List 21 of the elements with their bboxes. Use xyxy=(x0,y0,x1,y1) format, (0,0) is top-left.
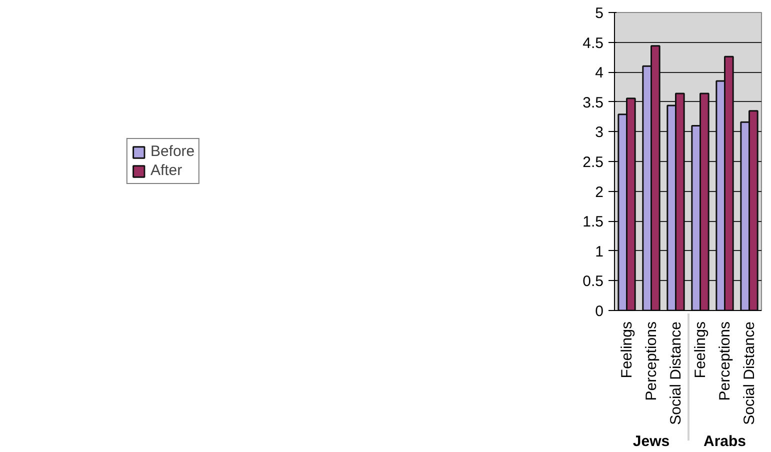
y-tick-label: 4 xyxy=(595,64,604,82)
y-tick-label: 5 xyxy=(595,5,604,22)
y-tick-label: 1.5 xyxy=(582,214,604,231)
y-tick-label: 1 xyxy=(595,243,604,260)
x-tick-label: Perceptions xyxy=(716,321,734,401)
y-tick-label: 2 xyxy=(595,184,604,201)
x-tick-label: Feelings xyxy=(692,321,709,378)
legend-label: After xyxy=(150,162,182,179)
x-tick-label: Social Distance xyxy=(667,321,684,425)
legend-label: Before xyxy=(150,143,195,160)
text: Jews xyxy=(632,432,670,450)
y-tick-label: 2.5 xyxy=(582,154,604,171)
text: Arabs xyxy=(703,432,746,450)
x-tick-label: Feelings xyxy=(618,321,636,378)
y-tick-label: 0 xyxy=(595,303,604,320)
y-tick-label: 3 xyxy=(595,124,604,142)
x-tick-label: Perceptions xyxy=(642,321,660,401)
y-tick-label: 3.5 xyxy=(582,94,604,112)
y-tick-label: 4.5 xyxy=(582,34,604,52)
y-tick-label: 0.5 xyxy=(582,273,604,290)
x-tick-label: Social Distance xyxy=(740,321,758,425)
